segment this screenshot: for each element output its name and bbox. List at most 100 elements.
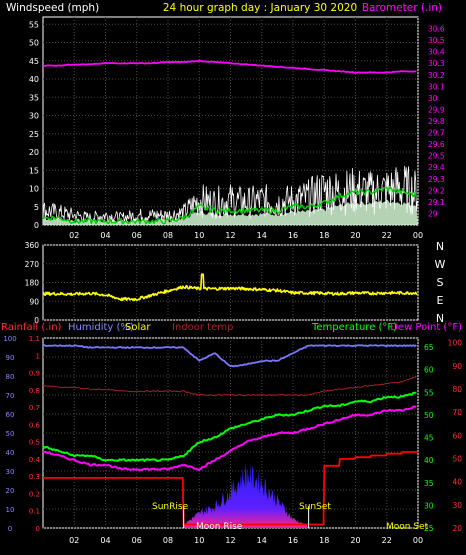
rain-y-tick-label: 0.8 bbox=[29, 387, 40, 395]
baro-y-tick-label: 30.1 bbox=[428, 82, 445, 91]
rain-y-tick-label: 0.2 bbox=[29, 490, 40, 498]
dew-y-tick-label: 70 bbox=[452, 408, 462, 417]
x-tick-label: 16 bbox=[288, 536, 298, 545]
rainfall-line bbox=[43, 451, 418, 526]
wind-y-tick-label: 50 bbox=[29, 39, 39, 48]
humidity-y-tick-label: 30 bbox=[6, 468, 15, 476]
x-tick-label: 10 bbox=[194, 536, 204, 545]
x-tick-label: 04 bbox=[100, 536, 110, 545]
x-tick-label: 08 bbox=[163, 231, 173, 240]
humidity-y-tick-label: 80 bbox=[6, 373, 15, 381]
baro-y-tick-label: 29.4 bbox=[428, 163, 445, 172]
temperature-line bbox=[42, 391, 417, 462]
rain-y-tick-label: 0.4 bbox=[29, 456, 41, 464]
x-tick-label: 08 bbox=[163, 536, 173, 545]
temp-y-tick-label: 50 bbox=[424, 411, 434, 420]
baro-y-tick-label: 30.5 bbox=[428, 36, 445, 45]
sunrise-label: SunRise bbox=[152, 502, 189, 512]
rain-y-tick-label: 1.1 bbox=[29, 335, 40, 343]
wind-y-tick-label: 35 bbox=[29, 93, 39, 102]
baro-y-tick-label: 29.6 bbox=[428, 140, 445, 149]
solar-axis-title: Solar bbox=[125, 322, 151, 333]
temp-y-tick-label: 35 bbox=[424, 479, 434, 488]
dew-y-tick-label: 90 bbox=[452, 362, 462, 371]
wind-y-tick-label: 25 bbox=[29, 130, 39, 139]
temp-y-tick-label: 55 bbox=[424, 388, 434, 397]
wind-y-tick-label: 40 bbox=[29, 75, 39, 84]
solar-area bbox=[183, 463, 309, 528]
humidity-y-tick-label: 90 bbox=[6, 354, 15, 362]
baro-y-tick-label: 29.1 bbox=[428, 198, 445, 207]
x-tick-label: 00 bbox=[413, 536, 423, 545]
x-tick-label: 18 bbox=[319, 231, 329, 240]
windspeed-axis-title: Windspeed (mph) bbox=[6, 2, 99, 14]
compass-labels: N W S E N bbox=[435, 240, 446, 325]
x-tick-label: 04 bbox=[100, 231, 110, 240]
rain-y-tick-label: 0.6 bbox=[29, 421, 41, 429]
wind-y-tick-label: 20 bbox=[29, 148, 39, 157]
baro-y-tick-label: 30.6 bbox=[428, 25, 445, 34]
x-tick-label: 02 bbox=[69, 536, 79, 545]
temp-y-tick-label: 40 bbox=[424, 456, 434, 465]
temp-y-tick-label: 30 bbox=[424, 501, 434, 510]
wind-avg-fill bbox=[43, 199, 418, 225]
baro-y-tick-label: 30.2 bbox=[428, 71, 445, 80]
wind-barometer-panel: 0 5 10 15 20 25 30 35 40 45 50 55 29 29.1 29.2 29.3 29.4… bbox=[29, 16, 445, 240]
rain-y-tick-label: 0.9 bbox=[29, 370, 40, 378]
baro-y-tick-label: 30 bbox=[428, 94, 438, 103]
dew-y-tick-label: 40 bbox=[452, 478, 462, 487]
compass-e: E bbox=[437, 294, 444, 307]
barometer-axis-title: Barometer (.in) bbox=[362, 2, 442, 14]
humidity-line bbox=[42, 344, 417, 368]
dew-point-axis-title: Dew Point (°F) bbox=[390, 322, 462, 333]
rain-y-tick-label: 0 bbox=[36, 525, 40, 533]
x-tick-label: 20 bbox=[350, 231, 360, 240]
x-tick-label: 16 bbox=[288, 231, 298, 240]
x-tick-label: 18 bbox=[319, 536, 329, 545]
x-tick-label: 06 bbox=[132, 536, 142, 545]
x-tick-label: 14 bbox=[257, 536, 267, 545]
baro-y-tick-label: 30.4 bbox=[428, 48, 445, 57]
baro-y-tick-label: 29.7 bbox=[428, 129, 445, 138]
baro-y-tick-label: 29 bbox=[428, 209, 438, 218]
humidity-y-tick-label: 100 bbox=[3, 335, 16, 343]
humidity-y-tick-label: 70 bbox=[6, 392, 15, 400]
humidity-y-tick-label: 50 bbox=[6, 430, 15, 438]
direction-y-tick-label: 270 bbox=[25, 260, 40, 269]
x-tick-label: 20 bbox=[350, 536, 360, 545]
x-tick-label: 14 bbox=[257, 231, 267, 240]
temp-y-tick-label: 45 bbox=[424, 434, 434, 443]
direction-y-tick-label: 360 bbox=[25, 241, 40, 250]
x-tick-label: 06 bbox=[132, 231, 142, 240]
wind-y-tick-label: 15 bbox=[29, 166, 39, 175]
dew-point-line bbox=[42, 405, 417, 472]
indoor-temp-axis-title: Indoor temp bbox=[172, 322, 233, 333]
baro-y-tick-label: 29.3 bbox=[428, 175, 445, 184]
dew-y-tick-label: 60 bbox=[452, 431, 462, 440]
temp-y-tick-label: 60 bbox=[424, 366, 434, 375]
baro-y-tick-label: 29.8 bbox=[428, 117, 445, 126]
dew-y-tick-label: 50 bbox=[452, 454, 462, 463]
rain-y-tick-label: 0.5 bbox=[29, 439, 40, 447]
x-tick-label: 02 bbox=[69, 231, 79, 240]
wind-y-tick-label: 10 bbox=[29, 185, 39, 194]
humidity-axis-title: Humidity (%) bbox=[68, 322, 134, 333]
rain-y-tick-label: 0.1 bbox=[29, 508, 40, 516]
dew-y-tick-label: 100 bbox=[448, 339, 463, 348]
wind-y-tick-label: 45 bbox=[29, 57, 39, 66]
humidity-y-tick-label: 40 bbox=[6, 449, 15, 457]
temp-humidity-rain-panel: 010203040506070809010000.10.20.30.40.50.… bbox=[3, 335, 462, 545]
humidity-y-tick-label: 10 bbox=[6, 506, 15, 514]
rain-y-tick-label: 0.3 bbox=[29, 473, 40, 481]
humidity-y-tick-label: 0 bbox=[8, 525, 12, 533]
moonset-label: Moon Set bbox=[386, 522, 429, 532]
direction-y-tick-label: 180 bbox=[25, 279, 40, 288]
baro-y-tick-label: 30.3 bbox=[428, 59, 445, 68]
wind-speed-line bbox=[42, 165, 418, 224]
x-tick-label: 22 bbox=[382, 231, 392, 240]
humidity-y-tick-label: 60 bbox=[6, 411, 15, 419]
direction-y-tick-label: 90 bbox=[29, 297, 39, 306]
wind-direction-line bbox=[42, 273, 418, 302]
chart-title: 24 hour graph day : January 30 2020 bbox=[163, 2, 357, 14]
